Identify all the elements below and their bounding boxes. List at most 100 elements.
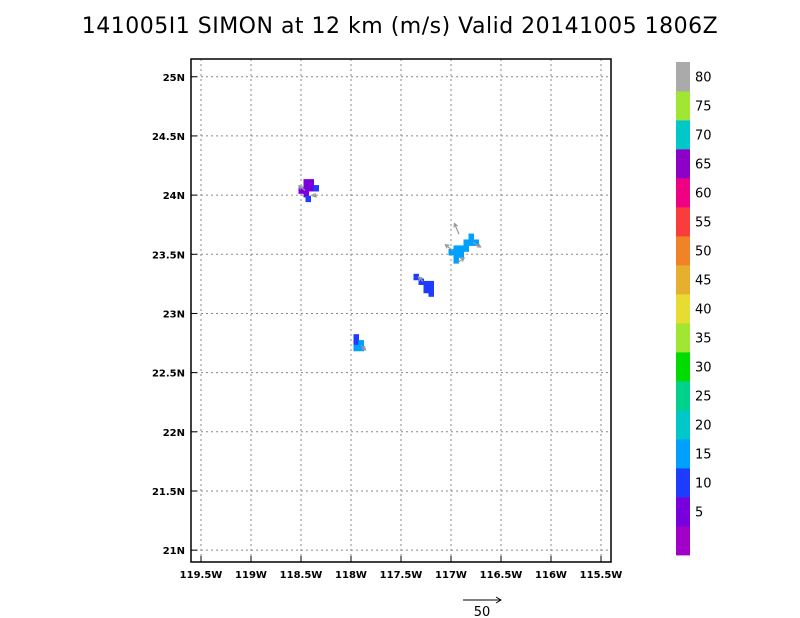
colorbar: 5 10 15 20 25 30 35 40 45 50 55 60 65 70 75 80: [676, 62, 712, 556]
wind-cell: [353, 334, 359, 341]
colorbar-bin: [676, 381, 690, 411]
x-tick-label: 118.5W: [280, 570, 323, 581]
wind-vector: [444, 243, 454, 252]
wind-vector-head: [476, 243, 482, 248]
wind-cell: [353, 344, 359, 352]
colorbar-bin: [676, 294, 690, 324]
y-tick-label: 22.5N: [152, 369, 185, 380]
colorbar-label: 70: [695, 129, 712, 144]
colorbar-bin: [676, 352, 690, 382]
colorbar-bin: [676, 410, 690, 440]
y-tick-label: 21.5N: [152, 487, 185, 498]
colorbar-label: 75: [695, 100, 712, 115]
colorbar-bin: [676, 178, 690, 208]
colorbar-label: 35: [695, 332, 712, 347]
colorbar-label: 45: [695, 274, 712, 289]
wind-vector-head: [453, 222, 458, 228]
wind-cell: [308, 185, 314, 192]
wind-vector-head: [297, 185, 303, 190]
wind-vector-shaft: [445, 244, 454, 252]
colorbar-bin: [676, 91, 690, 121]
wind-cell: [453, 245, 459, 252]
x-tick-label: 117.5W: [380, 570, 423, 581]
wind-cell: [418, 278, 424, 285]
colorbar-bin: [676, 265, 690, 295]
wind-vector-shaft: [457, 257, 465, 264]
wind-cell: [428, 280, 434, 288]
colorbar-label: 80: [695, 71, 712, 86]
colorbar-bin: [676, 62, 690, 92]
y-tick-label: 25N: [163, 73, 185, 84]
x-tick-label: 116W: [535, 570, 567, 581]
colorbar-bin: [676, 497, 690, 527]
colorbar-bin: [676, 236, 690, 266]
colorbar-label: 30: [695, 361, 712, 376]
colorbar-bin: [676, 149, 690, 179]
colorbar-label: 55: [695, 216, 712, 231]
y-tick-label: 23N: [163, 309, 185, 320]
y-tick-label: 23.5N: [152, 250, 185, 261]
wind-vectors: [297, 185, 482, 351]
reference-vector-head: [495, 596, 502, 604]
wind-vector: [457, 257, 466, 264]
wind-cell: [308, 179, 314, 186]
colorbar-label: 65: [695, 158, 712, 173]
wind-cell: [305, 195, 311, 203]
wind-vector-shaft: [453, 223, 460, 235]
wind-vector-shaft: [298, 185, 306, 191]
wind-cell: [313, 185, 319, 192]
colorbar-label: 40: [695, 303, 712, 318]
wind-vector-head: [361, 345, 367, 351]
wind-cell: [458, 251, 464, 258]
wind-cell: [298, 187, 304, 194]
wind-cell: [453, 257, 459, 264]
wind-cell: [413, 273, 419, 281]
wind-vector: [312, 192, 317, 198]
wind-cell: [358, 344, 364, 352]
colorbar-label: 50: [695, 245, 712, 260]
wind-vector-head: [444, 243, 450, 249]
wind-cell: [303, 179, 309, 186]
x-tick-label: 119W: [235, 570, 267, 581]
colorbar-bin: [676, 439, 690, 469]
wind-vector: [360, 344, 367, 351]
y-tick-label: 24N: [163, 191, 185, 202]
wind-vector-shaft: [472, 241, 481, 248]
wind-cell: [423, 280, 429, 288]
wind-vector: [417, 276, 424, 282]
wind-vector: [472, 241, 482, 248]
colorbar-label: 20: [695, 419, 712, 434]
reference-vector: 50: [463, 596, 502, 618]
wind-vector: [297, 185, 306, 191]
x-axis-ticks: 119.5W 119W 118.5W 118W 117.5W 117W 116.5W 116W…: [180, 556, 623, 581]
y-axis-ticks: 21N 21.5N 22N 22.5N 23N 23.5N 24N 24.5N 25N: [152, 73, 197, 557]
wind-cell: [453, 251, 459, 258]
wind-cell: [468, 239, 474, 246]
wind-cell: [358, 340, 364, 347]
wind-cell: [458, 245, 464, 252]
grid-lines: [191, 59, 611, 562]
colorbar-label: 15: [695, 448, 712, 463]
x-tick-label: 116.5W: [480, 570, 523, 581]
x-tick-label: 115.5W: [580, 570, 623, 581]
colorbar-label: 10: [695, 477, 712, 492]
wind-vector: [453, 222, 460, 235]
wind-vector-head: [460, 257, 466, 262]
wind-cell: [463, 239, 469, 246]
colorbar-label: 60: [695, 187, 712, 202]
y-tick-label: 24.5N: [152, 132, 185, 143]
wind-cell: [428, 286, 434, 294]
wind-cell: [468, 233, 474, 240]
wind-cell: [463, 245, 469, 252]
colorbar-label: 5: [695, 506, 703, 521]
colorbar-label: 25: [695, 390, 712, 405]
wind-cell: [353, 340, 359, 347]
y-tick-label: 21N: [163, 546, 185, 557]
colorbar-bin: [676, 468, 690, 498]
x-tick-label: 118W: [335, 570, 367, 581]
wind-cell: [303, 190, 309, 198]
wind-cell: [423, 286, 429, 294]
chart-title: 141005I1 SIMON at 12 km (m/s) Valid 2014…: [81, 14, 719, 39]
reference-vector-label: 50: [474, 605, 491, 618]
wind-cell: [428, 290, 434, 297]
